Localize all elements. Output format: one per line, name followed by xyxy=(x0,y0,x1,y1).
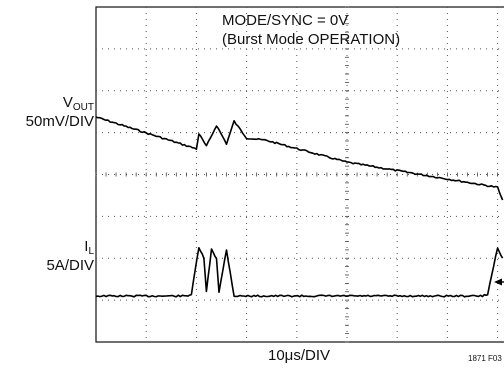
mode-annotation: MODE/SYNC = 0V xyxy=(222,12,349,29)
vout-scale-label: 50mV/DIV xyxy=(25,113,94,130)
il-trace xyxy=(95,247,504,298)
traces xyxy=(95,116,504,298)
figure-id: 1871 F03 xyxy=(468,354,502,363)
il-label-main: I xyxy=(84,238,89,255)
vout-label-sub: OUT xyxy=(72,102,94,113)
il-label-sub: L xyxy=(88,246,94,257)
graticule xyxy=(95,6,504,343)
vout-trace xyxy=(95,116,504,201)
vout-channel-label: VOUT xyxy=(63,94,94,117)
ground-marker-arrow xyxy=(494,278,502,286)
vout-label-main: V xyxy=(62,94,73,111)
il-scale-label: 5A/DIV xyxy=(46,257,94,274)
burst-mode-annotation: (Burst Mode OPERATION) xyxy=(222,31,401,48)
time-scale-label: 10μs/DIV xyxy=(268,347,330,364)
il-channel-label: IL xyxy=(84,238,94,261)
